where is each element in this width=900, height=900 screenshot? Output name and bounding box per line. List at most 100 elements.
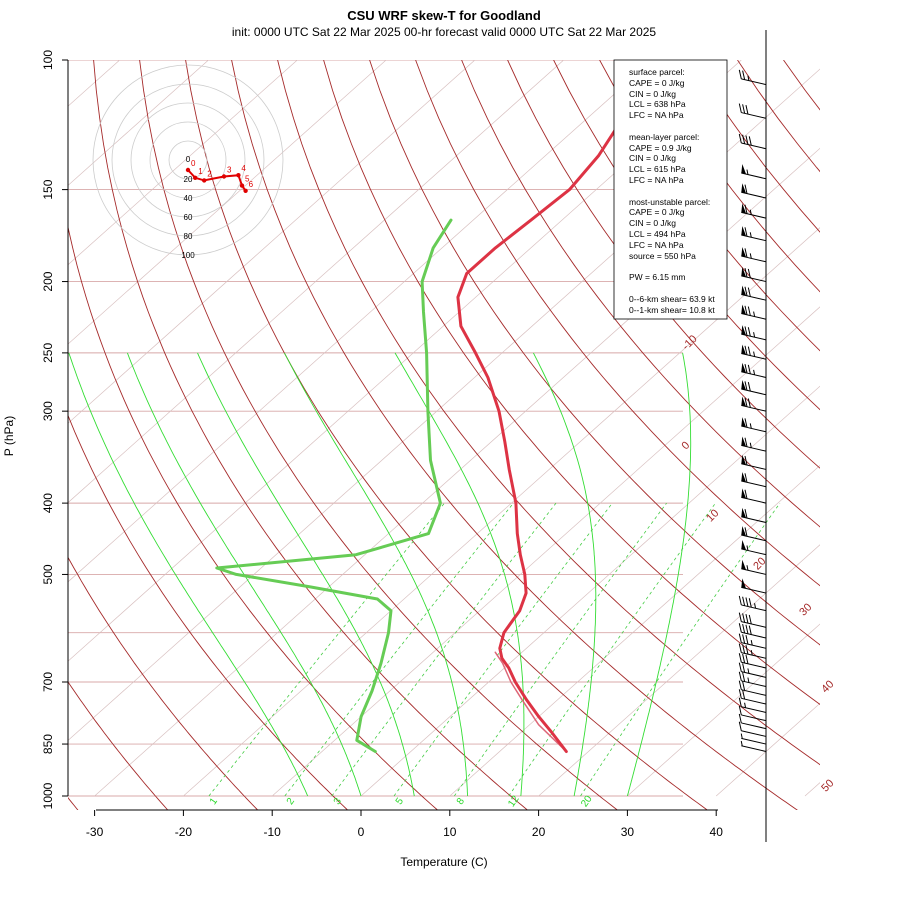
x-tick-label: -10: [264, 825, 282, 839]
isotherm-line: [449, 464, 820, 797]
wind-barb: [741, 507, 767, 523]
wind-barb: [738, 662, 767, 678]
dry-adiabat-line: [507, 60, 820, 469]
mixing-ratio-label: 1: [208, 796, 220, 807]
parameter-box-frame: [613, 59, 728, 320]
dry-adiabat-line: [876, 60, 900, 812]
hodograph-point-label: 5: [245, 175, 250, 184]
dry-adiabat-line: [68, 681, 169, 810]
hodograph-point: [243, 188, 248, 193]
mixing-ratio-line: [580, 502, 781, 797]
wind-barb: [741, 266, 767, 283]
parcel-profile-line: [494, 651, 568, 753]
hodograph-point-label: 0: [191, 159, 196, 168]
hodograph-ring-label: 80: [184, 232, 193, 241]
moist-adiabat-line: [68, 352, 309, 797]
wind-barb: [741, 578, 767, 594]
wind-barb: [738, 633, 767, 649]
mixing-ratio-label: 5: [394, 796, 406, 807]
hodograph-point-label: 4: [241, 164, 246, 173]
x-axis-label: Temperature (C): [400, 855, 487, 869]
wind-barb: [740, 733, 767, 745]
isotherm-label: 50: [819, 777, 836, 794]
wind-barb: [741, 164, 767, 180]
hodograph-trace: [187, 169, 247, 192]
wind-barb: [738, 697, 767, 713]
wind-barb: [738, 612, 767, 628]
wind-barb: [738, 689, 767, 705]
shear-0-6km: 0--6-km shear= 63.9 kt: [629, 294, 715, 304]
y-axis-label: P (hPa): [2, 416, 16, 456]
shear-0-1km: 0--1-km shear= 10.8 kt: [629, 305, 715, 315]
moist-adiabat-line: [532, 352, 597, 797]
mixing-ratio-line: [393, 502, 613, 797]
hodograph-ring-label: 40: [184, 194, 193, 203]
wind-barbs: [738, 69, 767, 752]
wind-barb: [738, 713, 767, 730]
dry-adiabat-line: [231, 60, 798, 810]
hodograph-point: [193, 175, 198, 180]
sounding-profiles: [215, 83, 636, 753]
y-tick-label: 700: [41, 672, 55, 692]
wind-barb: [741, 396, 767, 412]
dry-adiabat-line: [68, 225, 439, 810]
dry-adiabat-line: [461, 60, 820, 528]
mu-source: source = 550 hPa: [629, 251, 696, 261]
hodograph: 0 20 40 60 80 100 01 2 3 4 56: [92, 64, 284, 260]
hodograph-point: [239, 183, 245, 188]
mu-lfc: LFC = NA hPa: [629, 240, 684, 250]
precipitable-water: PW = 6.15 mm: [629, 272, 685, 282]
wind-barb: [741, 526, 767, 542]
hodograph-ring-label: 60: [184, 213, 193, 222]
y-tick-label: 400: [41, 493, 55, 513]
isotherm-line: [68, 60, 298, 266]
wind-barb: [738, 643, 767, 659]
wind-barb: [741, 380, 767, 396]
y-tick-label: 250: [41, 343, 55, 363]
mean-lfc: LFC = NA hPa: [629, 175, 684, 185]
mixing-ratio-label: 8: [455, 796, 467, 807]
hodograph-point: [185, 167, 191, 173]
wind-barb: [741, 183, 767, 199]
wind-barb: [741, 203, 767, 219]
dry-adiabat-line: [783, 60, 820, 111]
mixing-ratio-line: [284, 502, 514, 797]
y-axis: 100 150 200 250 300 400 500 700 850 1000: [41, 50, 68, 809]
wind-barb: [741, 539, 767, 556]
dry-adiabat-line: [737, 60, 820, 173]
hodograph-point-label: 3: [227, 166, 232, 175]
wind-barb: [740, 740, 767, 752]
wind-barb: [741, 436, 767, 452]
isotherm-line: [68, 60, 476, 424]
wind-barb: [741, 344, 767, 360]
hodograph-ring: [92, 64, 284, 256]
wind-barb: [738, 721, 767, 737]
wind-barb: [741, 304, 767, 320]
x-tick-label: 40: [710, 825, 724, 839]
wind-barb: [741, 488, 767, 504]
y-tick-label: 500: [41, 564, 55, 584]
x-axis: -30 -20 -10 0 10 20 30 40: [86, 810, 723, 839]
dry-adiabat-line: [93, 60, 529, 810]
moist-adiabat-line: [126, 352, 362, 797]
wind-barb: [738, 69, 767, 86]
isotherm-line: [68, 60, 120, 107]
x-tick-label: 20: [532, 825, 546, 839]
mu-parcel-header: most-unstable parcel:: [629, 197, 710, 207]
y-tick-label: 100: [41, 50, 55, 70]
surface-lfc: LFC = NA hPa: [629, 110, 684, 120]
dry-adiabat-line: [415, 60, 820, 587]
hodograph-ring: [168, 140, 208, 180]
hodograph-point-label: 1: [198, 167, 203, 176]
hodograph-ring-label: 0: [186, 155, 191, 164]
mixing-ratio-line: [508, 502, 716, 797]
mu-cin: CIN = 0 J/kg: [629, 218, 676, 228]
isotherm-line: [894, 60, 900, 796]
mean-lcl: LCL = 615 hPa: [629, 164, 686, 174]
y-tick-label: 150: [41, 179, 55, 199]
surface-parcel-header: surface parcel:: [629, 67, 685, 77]
wind-barb: [741, 472, 767, 488]
hodograph-ring: [149, 121, 227, 199]
mean-parcel-header: mean-layer parcel:: [629, 132, 699, 142]
isotherm-line: [538, 544, 820, 797]
